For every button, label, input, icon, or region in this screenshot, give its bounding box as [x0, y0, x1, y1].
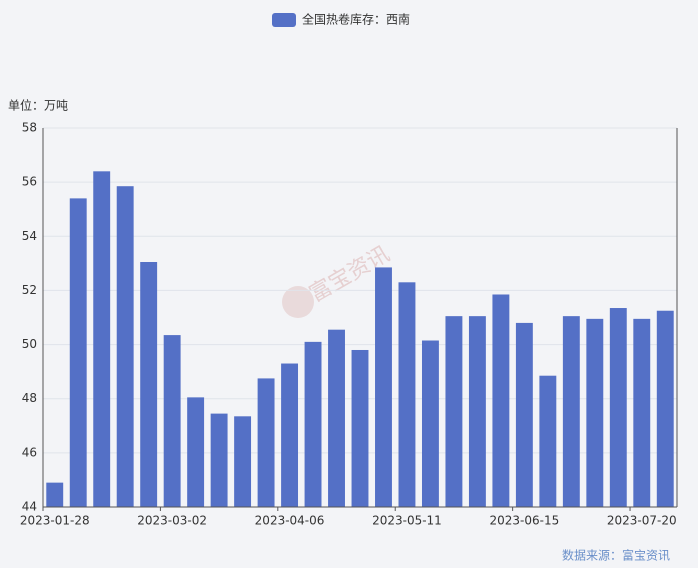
bar [140, 262, 158, 507]
bar [257, 378, 275, 507]
y-axis-label: 单位：万吨 [8, 98, 68, 113]
bar [609, 308, 627, 507]
y-tick-label: 56 [22, 175, 37, 189]
y-tick-label: 50 [22, 337, 37, 351]
bar [187, 397, 205, 507]
y-tick-label: 52 [22, 283, 37, 297]
bar [492, 294, 510, 507]
x-tick-label: 2023-06-15 [489, 514, 559, 528]
x-tick-label: 2023-01-28 [20, 514, 90, 528]
bar [46, 482, 64, 507]
bar [304, 341, 322, 507]
legend-swatch[interactable] [272, 13, 296, 27]
bar [421, 340, 439, 507]
bar [586, 318, 604, 507]
x-tick-label: 2023-04-06 [255, 514, 325, 528]
bar [633, 318, 651, 507]
source: 数据来源：富宝资讯 [562, 548, 670, 563]
bar [69, 198, 87, 507]
bar [163, 335, 181, 507]
bar [234, 416, 252, 507]
bar [445, 316, 463, 507]
bar [281, 363, 299, 507]
bar [656, 310, 674, 507]
y-tick-label: 58 [22, 121, 37, 135]
bar [539, 375, 557, 507]
bar [328, 329, 345, 507]
bar [375, 267, 392, 507]
bar [515, 322, 533, 507]
x-tick-label: 2023-03-02 [137, 514, 207, 528]
bar [468, 316, 486, 507]
y-tick-label: 48 [22, 391, 37, 405]
y-tick-label: 44 [22, 500, 37, 514]
y-tick-label: 54 [22, 229, 37, 243]
y-tick-label: 46 [22, 445, 37, 459]
legend-label[interactable]: 全国热卷库存：西南 [302, 12, 410, 27]
x-tick-label: 2023-07-20 [607, 514, 677, 528]
bar [116, 186, 134, 508]
bar [210, 413, 228, 507]
bar [351, 349, 369, 507]
bar [398, 282, 416, 507]
bar [93, 171, 111, 508]
watermark-logo [282, 286, 314, 318]
x-tick-label: 2023-05-11 [372, 514, 442, 528]
bar [562, 316, 580, 507]
